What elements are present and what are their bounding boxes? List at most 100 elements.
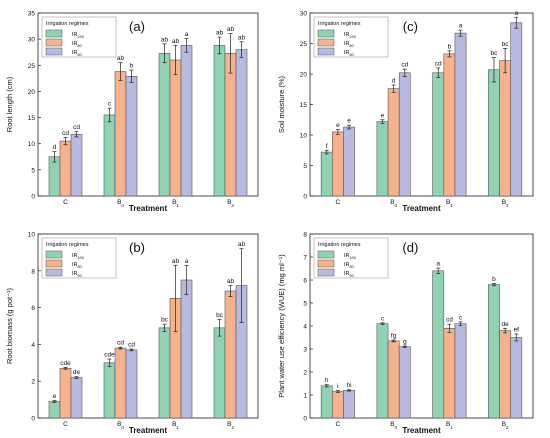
significance-letter: ab [172,38,180,45]
y-tick-label: 0 [31,194,35,201]
legend-entry: IR60 [344,50,354,57]
significance-letter: d [53,144,57,151]
significance-letter: a [436,261,440,268]
bar [343,390,355,419]
significance-letter: a [185,258,189,265]
legend-swatch [317,38,335,47]
bar [125,75,138,197]
panel-label: (c) [403,19,418,34]
x-tick-label: B1 [446,421,453,430]
y-tick-label: 7 [303,255,307,262]
x-tick-label: B0 [117,421,124,430]
significance-letter: e [347,118,351,125]
bar [454,323,467,419]
y-tick-label: 35 [28,11,36,18]
y-tick-label: 30 [300,11,308,18]
bar [224,52,237,197]
significance-letter: cd [128,342,135,349]
y-axis-label: Plant water use efficiency (WUE) (mg ml⁻… [277,254,286,398]
significance-letter: d [392,77,396,84]
panel-b: 0 2 4 6 8 10 Root biomass (g pot⁻¹) Treatment Ce… [5,232,259,435]
significance-letter: f [326,143,328,150]
legend-title: Irrigation regimes [46,242,89,248]
significance-letter: b [492,276,496,283]
x-tick-label: B0 [117,199,124,208]
significance-letter: g [403,339,407,346]
significance-letter: b [448,43,452,50]
bar [499,60,511,197]
legend-title: Irrigation regimes [318,21,361,27]
y-tick-label: 3 [303,347,307,354]
y-tick-label: 10 [28,232,36,239]
y-tick-label: 8 [31,268,35,275]
x-tick-label: B1 [446,199,453,208]
bar [235,49,248,197]
x-tick-label: B1 [172,421,179,430]
significance-letter: i [337,383,338,390]
panel-c: 0 5 10 15 20 25 30 Soil moisture (%) Treatment Cf… [277,10,534,213]
bar [48,401,61,419]
bar [169,59,182,197]
plot-frame [37,12,259,197]
significance-letter: h [325,377,329,384]
legend-swatch [317,250,335,259]
significance-letter: a [514,10,518,17]
y-tick-label: 30 [28,37,36,44]
x-tick-label: B2 [502,421,509,430]
y-axis-label: Soil moisture (%) [277,75,286,133]
panel-label: (d) [402,240,418,255]
significance-letter: bc [491,50,499,57]
legend-entry: IR80 [344,41,354,48]
significance-letter: bc [502,41,510,48]
significance-letter: b [130,62,134,69]
legend-title: Irrigation regimes [318,242,361,248]
bar [224,290,237,419]
x-tick-label: C [336,199,341,206]
bar [343,126,355,197]
plot-frame [37,233,259,419]
y-tick-label: 0 [303,194,307,201]
panel-a: 0 5 10 15 20 25 30 35 Root length (cm) Treatment C… [5,11,259,213]
legend-swatch [317,29,335,38]
bar [48,156,61,197]
significance-letter: ab [172,258,180,265]
bar [320,385,333,419]
bar [488,284,500,419]
y-tick-label: 4 [303,324,307,331]
significance-letter: hi [346,382,351,389]
x-tick-label: C [63,199,68,206]
y-tick-label: 10 [300,133,308,140]
y-tick-label: 20 [300,72,308,79]
bar [398,72,411,197]
significance-letter: c [459,314,463,321]
significance-letter: c [381,315,385,322]
significance-letter: a [459,23,463,30]
y-tick-label: 2 [303,370,307,377]
legend-title: Irrigation regimes [46,21,89,27]
x-tick-label: B2 [227,421,234,430]
x-tick-label: B2 [502,199,509,208]
x-tick-label: B2 [227,199,234,208]
significance-letter: cd [446,317,453,324]
bar [331,391,344,419]
significance-letter: cd [117,340,124,347]
y-tick-label: 6 [303,278,307,285]
legend-swatch [317,268,335,277]
bar [59,368,72,419]
bar [158,52,171,197]
legend-entry: IR100 [72,32,84,39]
significance-letter: cde [104,352,115,359]
significance-letter: cd [401,62,408,69]
panel-d: 0 1 2 3 4 5 6 7 8 Plant water use efficiency (WUE… [277,232,534,435]
significance-letter: ab [161,36,169,43]
bar [387,340,400,419]
significance-letter: cd [73,124,80,131]
y-axis-label: Root length (cm) [5,76,14,132]
x-axis-label: Treatment [402,426,441,435]
bar [59,140,72,197]
significance-letter: bc [161,317,169,324]
significance-letter: ab [216,30,224,37]
y-axis-label: Root biomass (g pot⁻¹) [5,287,14,364]
legend-swatch [45,250,63,259]
